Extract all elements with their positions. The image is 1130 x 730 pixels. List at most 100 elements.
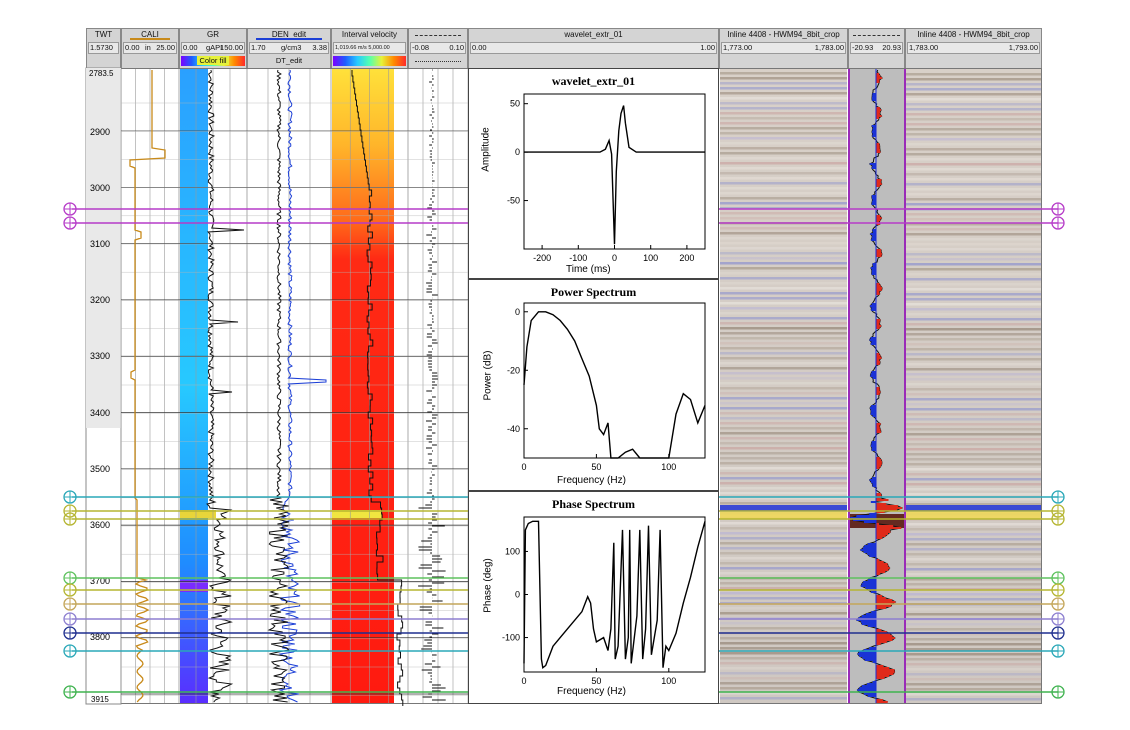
seismic-band (720, 272, 847, 275)
seismic-band (720, 557, 847, 560)
depth-axis: 2783.5 3915 2900 3000 3100 3200 3300 340… (85, 67, 122, 705)
seismic-band (906, 238, 1041, 241)
seismic-band (906, 583, 1041, 586)
seismic-band (720, 662, 847, 665)
gr-title: GR (207, 30, 219, 39)
seismic-band (720, 197, 847, 200)
seismic-band (906, 368, 1041, 371)
seismic-band (720, 612, 847, 615)
seismic-band (906, 408, 1041, 411)
seismic-band (906, 653, 1041, 656)
synthetic-track-header[interactable]: -20.93 20.93 (848, 28, 905, 69)
seismic-band (720, 677, 847, 680)
seismic-band (906, 503, 1041, 506)
seismic-band (906, 633, 1041, 636)
seismic-band (906, 373, 1041, 376)
seismic-band (906, 698, 1041, 701)
depth-tick-label: 3300 (90, 351, 110, 361)
seismic-band (720, 237, 847, 240)
seismic-band (720, 267, 847, 270)
depth-tick-label: 3400 (90, 408, 110, 418)
seismic-band (906, 388, 1041, 391)
seismic-band (720, 297, 847, 300)
seismic-band (906, 338, 1041, 341)
phase-spectrum-panel: Phase Spectrum 0 50 100 100 0 -100 Frequency … (468, 491, 719, 704)
phase-ylabel: Phase (deg) (482, 558, 494, 613)
seismic-band (720, 372, 847, 375)
seismic-band (720, 157, 847, 160)
seismic-band (720, 327, 847, 330)
seismic-band (720, 317, 847, 320)
seismic-band (720, 72, 847, 75)
seismic-band (906, 463, 1041, 466)
seismic-band (720, 642, 847, 645)
depth-bottom-label: 3915 (91, 695, 109, 704)
seismic-band (906, 183, 1041, 186)
depth-tick-label: 3100 (90, 239, 110, 249)
seismic-band (906, 343, 1041, 346)
seismic-band (720, 657, 847, 660)
seismic-band (906, 348, 1041, 351)
seismic-right-track-header[interactable]: Inline 4408 - HWM94_8bit_crop 1,783.00 1… (905, 28, 1042, 69)
ivel-track-header[interactable]: Interval velocity 1,019.66 m/s 5,000.00 (331, 28, 408, 69)
seismic-band (720, 692, 847, 695)
seismic-band (906, 658, 1041, 661)
seismic-band (720, 532, 847, 535)
seismic-band (720, 187, 847, 190)
wavelet-xlabel: Time (ms) (566, 264, 611, 275)
seismic-band (720, 537, 847, 540)
cali-curve (129, 70, 166, 703)
seismic-band (720, 607, 847, 610)
seismic-band (720, 567, 847, 570)
ivel-scale: 1,019.66 m/s 5,000.00 (333, 42, 406, 54)
ivel-colorbar (333, 56, 406, 66)
seismic-band (720, 547, 847, 550)
seismic-band (720, 307, 847, 310)
gr-curve (206, 69, 245, 703)
seismic-band (906, 168, 1041, 171)
seismic-band (906, 683, 1041, 686)
seismic-band (720, 77, 847, 80)
series-line (523, 520, 706, 669)
seismic-band (720, 627, 847, 630)
power-spectrum-plot: 0 50 100 0 -20 -40 (507, 302, 706, 472)
seismic-band (906, 123, 1041, 126)
seismic-band (906, 523, 1041, 526)
seismic-band (720, 422, 847, 425)
seismic-band (906, 73, 1041, 76)
refl-track-header[interactable]: -0.08 0.10 (408, 28, 468, 69)
twt-track-header[interactable]: TWT 1.5730 (86, 28, 121, 69)
x-tick-label: 100 (643, 253, 658, 263)
seismic-band (720, 137, 847, 140)
seismic-band (720, 617, 847, 620)
seismic-band (906, 458, 1041, 461)
seismic-band (720, 447, 847, 450)
seismic-left-track-header[interactable]: Inline 4408 - HWM94_8bit_crop 1,773.00 1… (719, 28, 848, 69)
cali-track-header[interactable]: CALI 0.00 in 25.00 (121, 28, 179, 69)
power-xlabel: Frequency (Hz) (557, 475, 626, 486)
wavelet-track-header[interactable]: wavelet_extr_01 0.00 1.00 (468, 28, 719, 69)
seismic-band (720, 582, 847, 585)
seismic-band (906, 223, 1041, 226)
y-tick-label: 100 (505, 546, 520, 556)
seismic-band (906, 363, 1041, 366)
seismic-band (720, 282, 847, 285)
seismic-reflector-bands (720, 72, 1041, 701)
seismic-right-title: Inline 4408 - HWM94_8bit_crop (917, 30, 1030, 39)
seismic-band (906, 293, 1041, 296)
seismic-band (906, 358, 1041, 361)
gr-track-header[interactable]: GR 0.00 gAPI 150.00 Color fill (179, 28, 247, 69)
refl-line-swatch-2 (415, 61, 461, 62)
seismic-band (720, 672, 847, 675)
seismic-band (720, 292, 847, 295)
seismic-band (906, 353, 1041, 356)
seismic-band (720, 277, 847, 280)
seismic-band (906, 313, 1041, 316)
seismic-band (906, 298, 1041, 301)
plot-frame (523, 302, 706, 459)
seismic-band (906, 118, 1041, 121)
seismic-band (720, 452, 847, 455)
seismic-band (906, 548, 1041, 551)
horizon-markers[interactable] (63, 202, 1065, 699)
